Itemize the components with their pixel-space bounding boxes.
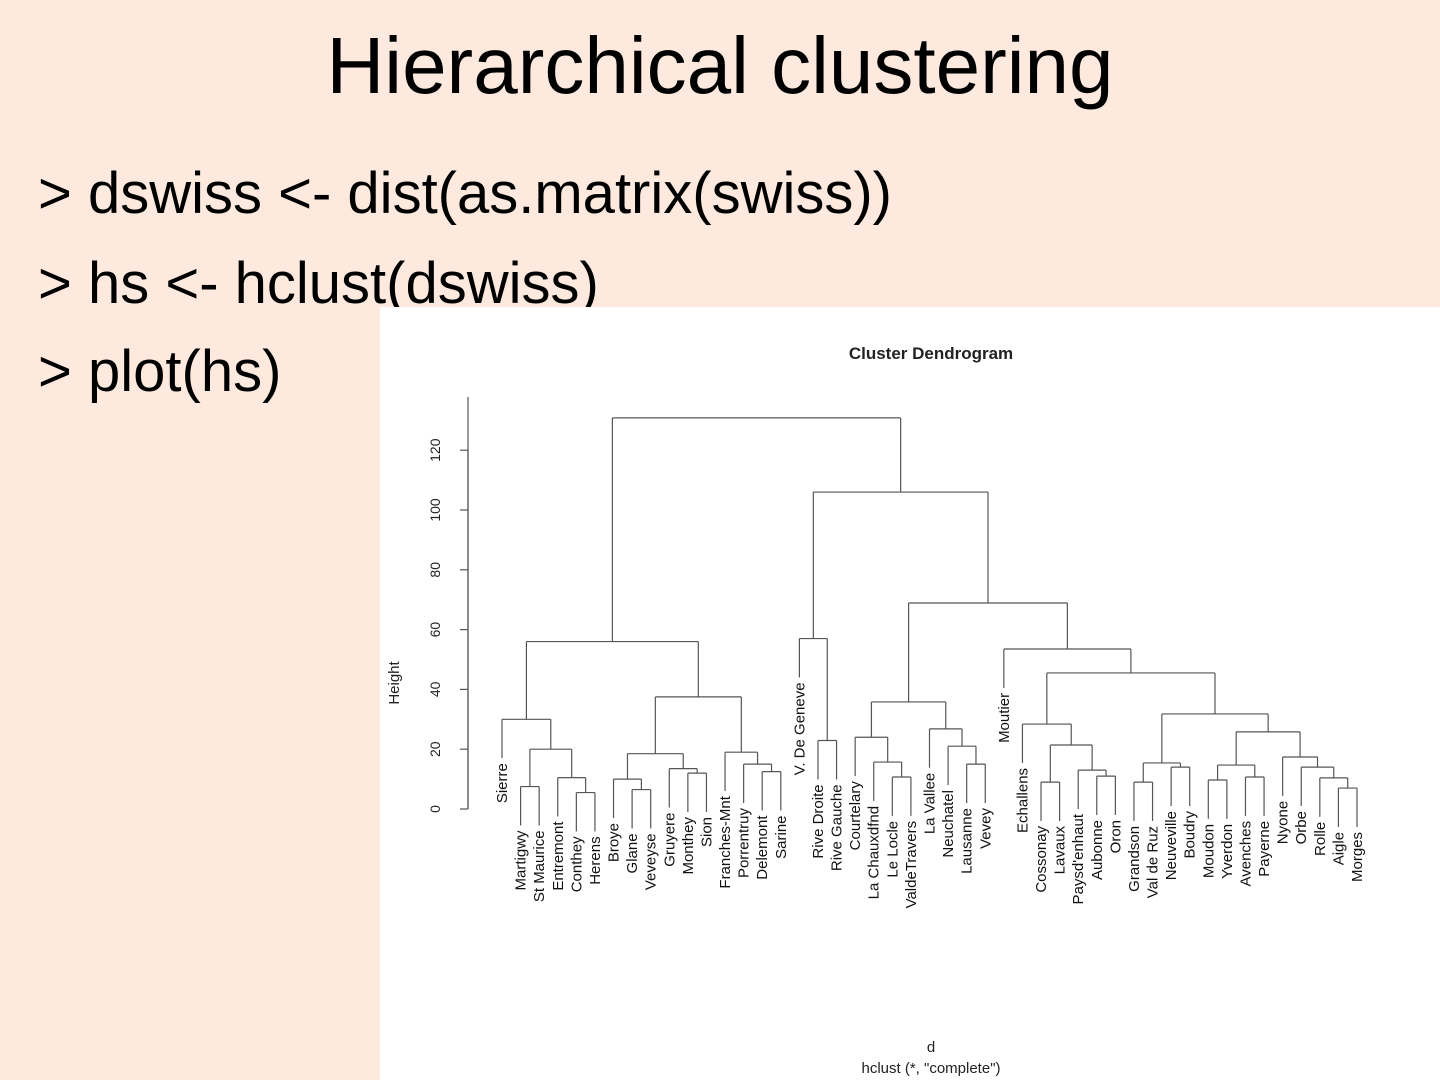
slide-title: Hierarchical clustering: [326, 21, 1114, 110]
leaf-label: Sion: [698, 817, 715, 847]
leaf-label: Boudry: [1182, 811, 1199, 859]
chart-title: Cluster Dendrogram: [849, 344, 1013, 363]
leaf-label: Morges: [1349, 832, 1366, 882]
leaf-label: La Chauxdfnd: [866, 806, 883, 899]
leaf-label: Moudon: [1200, 824, 1217, 878]
leaf-label: Neuveville: [1163, 811, 1180, 880]
leaf-label: St Maurice: [531, 830, 548, 902]
x-axis-title: d: [927, 1039, 935, 1056]
leaf-label: Paysd'enhaut: [1070, 813, 1087, 904]
y-tick-label: 100: [427, 498, 443, 522]
leaf-label: ValdeTravers: [903, 821, 920, 909]
leaf-label: Le Locle: [884, 821, 901, 878]
leaf-label: V. De Geneve: [791, 682, 808, 775]
leaf-label: Oron: [1107, 820, 1124, 853]
leaf-label: Lausanne: [959, 808, 976, 874]
leaf-label: Rive Gauche: [829, 784, 846, 871]
leaf-label: Avenches: [1237, 821, 1254, 887]
leaf-label: Courtelary: [847, 781, 864, 851]
leaf-label: Sierre: [494, 763, 511, 803]
leaf-label: La Vallee: [922, 773, 939, 834]
y-tick-label: 40: [427, 681, 443, 697]
leaf-label: Sarine: [773, 815, 790, 858]
leaf-label: Neuchatel: [940, 790, 957, 858]
chart-subtitle: hclust (*, "complete"): [861, 1060, 1000, 1077]
y-tick-label: 120: [427, 438, 443, 462]
leaf-label: Franches-Mnt: [717, 795, 734, 888]
leaf-label: Herens: [587, 836, 604, 884]
y-axis-title: Height: [386, 660, 403, 704]
leaf-label: Martigwy: [513, 830, 530, 891]
leaf-label: Val de Ruz: [1145, 826, 1162, 898]
leaf-label: Porrentruy: [736, 808, 753, 879]
leaf-label: Moutier: [996, 693, 1013, 743]
leaf-label: Rolle: [1312, 822, 1329, 856]
y-tick-label: 0: [427, 805, 443, 813]
leaf-label: Nyone: [1275, 801, 1292, 844]
leaf-label: Aubonne: [1089, 820, 1106, 880]
code-line-plot: > plot(hs): [38, 339, 282, 404]
leaf-label: Rive Droite: [810, 784, 827, 858]
leaf-label: Orbe: [1293, 811, 1310, 844]
leaf-label: Cossonay: [1033, 825, 1050, 892]
leaf-label: Gruyere: [661, 813, 678, 867]
leaf-label: Veveyse: [643, 833, 660, 890]
y-tick-label: 80: [427, 562, 443, 578]
leaf-label: Yverdon: [1219, 824, 1236, 879]
leaf-label: Monthey: [680, 817, 697, 875]
code-line-dist: > dswiss <- dist(as.matrix(swiss)): [38, 161, 892, 226]
leaf-label: Payerne: [1256, 821, 1273, 877]
code-line-hclust: > hs <- hclust(dswiss): [38, 251, 599, 316]
leaf-label: Lavaux: [1052, 825, 1069, 874]
leaf-label: Aigle: [1330, 832, 1347, 865]
leaf-label: Vevey: [977, 808, 994, 849]
leaf-label: Conthey: [568, 836, 585, 892]
plot-panel: [380, 307, 1440, 1080]
leaf-label: Echallens: [1014, 768, 1031, 833]
leaf-label: Grandson: [1126, 826, 1143, 892]
y-tick-label: 20: [427, 741, 443, 757]
y-tick-label: 60: [427, 622, 443, 638]
leaf-label: Broye: [606, 823, 623, 862]
leaf-label: Glane: [624, 833, 641, 873]
leaf-label: Delemont: [754, 815, 771, 880]
leaf-label: Entremont: [550, 821, 567, 891]
